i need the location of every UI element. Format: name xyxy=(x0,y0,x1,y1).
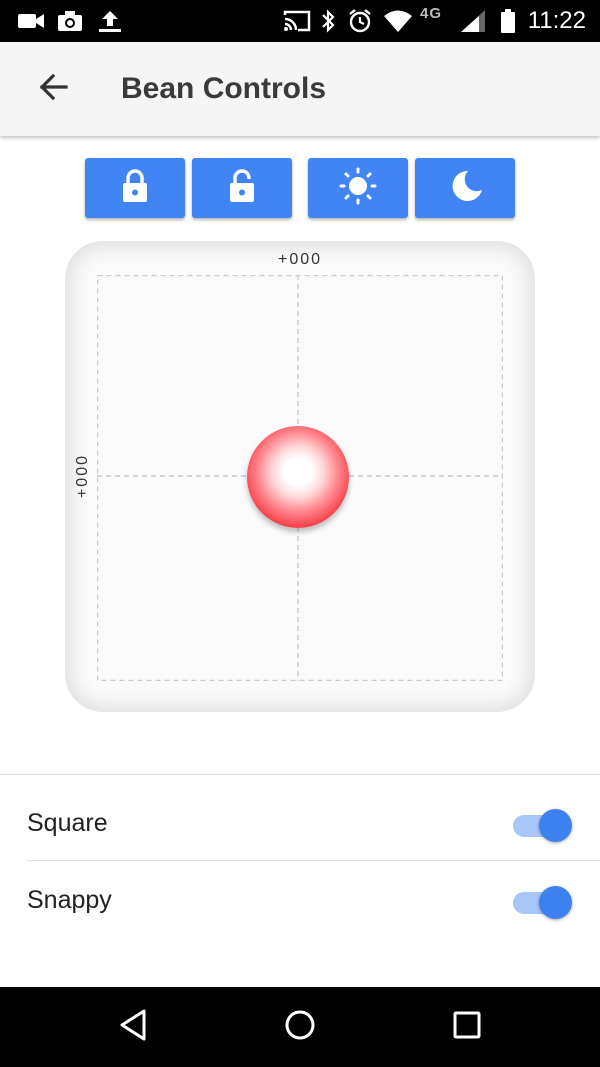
status-bar: 4G 11:22 xyxy=(0,0,600,42)
snappy-toggle[interactable] xyxy=(513,884,575,919)
back-button[interactable] xyxy=(26,64,80,114)
system-back-button[interactable] xyxy=(93,987,173,1067)
alarm-icon xyxy=(346,0,374,42)
nav-recents-icon xyxy=(453,1011,481,1044)
night-mode-button[interactable] xyxy=(415,158,515,218)
cast-icon xyxy=(282,0,312,42)
x-axis-readout: +000 xyxy=(277,251,323,268)
square-toggle[interactable] xyxy=(513,807,575,842)
action-button-row xyxy=(0,158,600,220)
camera-icon xyxy=(56,0,84,42)
nav-home-icon xyxy=(284,1009,316,1046)
lock-open-icon xyxy=(227,168,257,209)
joystick-pad[interactable]: +000 +000 xyxy=(65,241,535,712)
network-type-label: 4G xyxy=(420,5,443,22)
toggle-thumb xyxy=(539,886,572,919)
setting-label-snappy: Snappy xyxy=(27,886,112,914)
moon-icon xyxy=(446,168,484,209)
setting-row-square: Square xyxy=(0,781,600,865)
system-home-button[interactable] xyxy=(260,987,340,1067)
video-camera-icon xyxy=(16,0,46,42)
page-title: Bean Controls xyxy=(121,72,327,105)
system-nav-bar xyxy=(0,987,600,1067)
app-bar: Bean Controls xyxy=(0,42,600,136)
lock-button[interactable] xyxy=(85,158,185,218)
sun-icon xyxy=(338,166,378,211)
row-divider xyxy=(27,860,600,861)
signal-icon xyxy=(458,0,488,42)
toggle-thumb xyxy=(539,809,572,842)
joystick-knob[interactable] xyxy=(247,426,349,528)
setting-label-square: Square xyxy=(27,809,108,837)
arrow-back-icon xyxy=(37,73,69,106)
clock-time: 11:22 xyxy=(527,7,586,34)
bluetooth-icon xyxy=(318,0,338,42)
lock-closed-icon xyxy=(120,168,150,209)
unlock-button[interactable] xyxy=(192,158,292,218)
y-axis-readout: +000 xyxy=(74,453,91,499)
brightness-button[interactable] xyxy=(308,158,408,218)
upload-icon xyxy=(96,0,124,42)
setting-row-snappy: Snappy xyxy=(0,858,600,942)
section-divider xyxy=(0,774,600,775)
nav-back-icon xyxy=(117,1008,149,1047)
battery-icon xyxy=(498,0,518,42)
system-recents-button[interactable] xyxy=(427,987,507,1067)
wifi-icon xyxy=(382,0,414,42)
